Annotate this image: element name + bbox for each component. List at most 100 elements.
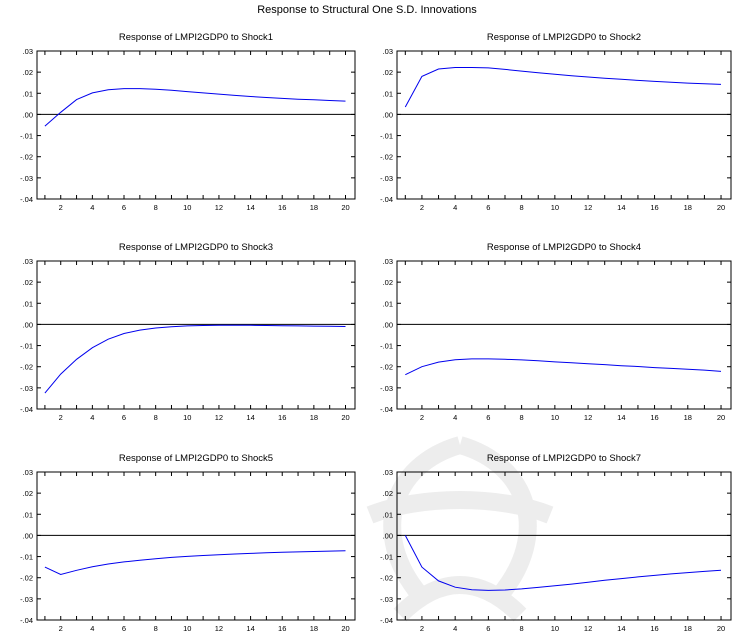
x-tick-label: 14 [246, 624, 254, 632]
y-tick-label: .02 [383, 68, 393, 77]
x-tick-label: 12 [215, 624, 223, 632]
y-tick-label: .02 [23, 489, 33, 498]
chart-title: Response of LMPI2GDP0 to Shock1 [119, 32, 273, 43]
y-tick-label: -.02 [20, 363, 33, 372]
x-tick-label: 6 [486, 203, 490, 212]
x-tick-label: 18 [310, 624, 318, 632]
y-tick-label: -.04 [380, 195, 393, 204]
y-tick-label: .01 [23, 510, 33, 519]
x-tick-label: 8 [520, 203, 524, 212]
y-tick-label: -.04 [20, 405, 33, 414]
x-tick-label: 8 [520, 624, 524, 632]
y-tick-label: .02 [383, 278, 393, 287]
x-tick-label: 4 [90, 624, 94, 632]
y-tick-label: -.04 [20, 616, 33, 625]
x-tick-label: 10 [183, 203, 191, 212]
y-tick-label: -.02 [380, 363, 393, 372]
x-tick-label: 2 [59, 624, 63, 632]
y-tick-label: -.03 [20, 595, 33, 604]
impulse-response-line [404, 67, 722, 108]
plot-frame [36, 260, 356, 410]
y-tick-label: -.04 [380, 616, 393, 625]
y-tick-label: .01 [383, 510, 393, 519]
impulse-response-line [404, 535, 722, 591]
x-tick-label: 2 [420, 624, 424, 632]
x-tick-label: 8 [154, 624, 158, 632]
y-tick-label: -.03 [20, 174, 33, 183]
x-tick-label: 6 [486, 413, 490, 422]
chart-panel-4: Response of LMPI2GDP0 to Shock4 .03 .02 .01… [380, 242, 732, 422]
y-tick-label: -.02 [20, 574, 33, 583]
x-tick-label: 12 [584, 203, 592, 212]
x-tick-label: 12 [584, 413, 592, 422]
x-tick-label: 14 [246, 203, 254, 212]
y-tick-label: .02 [23, 68, 33, 77]
x-tick-label: 16 [650, 624, 658, 632]
y-tick-label: -.03 [380, 595, 393, 604]
y-tick-label: .00 [383, 320, 393, 329]
x-tick-label: 16 [650, 203, 658, 212]
x-tick-label: 8 [154, 203, 158, 212]
plot-frame [396, 471, 732, 621]
x-tick-label: 2 [420, 413, 424, 422]
y-tick-label: .01 [23, 299, 33, 308]
x-tick-label: 14 [617, 624, 625, 632]
x-tick-label: 18 [684, 624, 692, 632]
x-tick-label: 14 [246, 413, 254, 422]
plot-frame [396, 50, 732, 200]
y-tick-label: .00 [383, 110, 393, 119]
x-tick-label: 20 [717, 413, 725, 422]
x-tick-label: 16 [650, 413, 658, 422]
x-tick-label: 4 [90, 413, 94, 422]
y-tick-label: .03 [383, 257, 393, 266]
chart-title: Response of LMPI2GDP0 to Shock7 [487, 453, 641, 464]
chart-title: Response of LMPI2GDP0 to Shock2 [487, 32, 641, 43]
x-tick-label: 8 [520, 413, 524, 422]
x-tick-label: 18 [684, 413, 692, 422]
chart-panel-1: Response of LMPI2GDP0 to Shock1 .03 .02 .01… [20, 32, 356, 212]
y-tick-label: .03 [23, 47, 33, 56]
y-tick-label: .00 [383, 531, 393, 540]
y-tick-label: .03 [23, 257, 33, 266]
y-tick-label: .02 [383, 489, 393, 498]
y-tick-label: .00 [23, 110, 33, 119]
x-tick-label: 4 [453, 203, 457, 212]
x-tick-label: 4 [90, 203, 94, 212]
impulse-response-line [405, 358, 722, 376]
y-tick-label: -.01 [380, 132, 393, 141]
y-tick-label: -.03 [380, 384, 393, 393]
x-tick-label: 20 [341, 624, 349, 632]
x-tick-label: 12 [215, 413, 223, 422]
x-tick-label: 16 [278, 203, 286, 212]
y-tick-label: -.04 [20, 195, 33, 204]
chart-title: Response of LMPI2GDP0 to Shock4 [487, 242, 641, 253]
chart-panel-6: Response of LMPI2GDP0 to Shock7 .03 .02 .01… [380, 453, 732, 632]
y-tick-label: .02 [23, 278, 33, 287]
x-tick-label: 20 [341, 203, 349, 212]
plot-frame [36, 471, 356, 621]
chart-panel-3: Response of LMPI2GDP0 to Shock3 .03 .02 .01… [20, 242, 356, 422]
x-tick-label: 6 [486, 624, 490, 632]
plot-frame [36, 50, 356, 200]
figure-title: Response to Structural One S.D. Innovati… [257, 4, 477, 16]
y-tick-label: -.02 [380, 574, 393, 583]
y-tick-label: .03 [23, 468, 33, 477]
watermark-ornament [366, 436, 554, 622]
plot-frame [396, 260, 732, 410]
x-tick-label: 20 [341, 413, 349, 422]
impulse-response-line [44, 550, 346, 576]
x-tick-label: 8 [154, 413, 158, 422]
y-tick-label: -.02 [380, 153, 393, 162]
y-tick-label: -.01 [20, 132, 33, 141]
y-tick-label: .03 [383, 468, 393, 477]
x-tick-label: 14 [617, 203, 625, 212]
x-tick-label: 2 [59, 413, 63, 422]
impulse-response-line [44, 88, 346, 127]
y-tick-label: -.03 [20, 384, 33, 393]
y-tick-label: -.03 [380, 174, 393, 183]
x-tick-label: 2 [420, 203, 424, 212]
y-tick-label: .00 [23, 320, 33, 329]
x-tick-label: 12 [584, 624, 592, 632]
chart-title: Response of LMPI2GDP0 to Shock5 [119, 453, 273, 464]
